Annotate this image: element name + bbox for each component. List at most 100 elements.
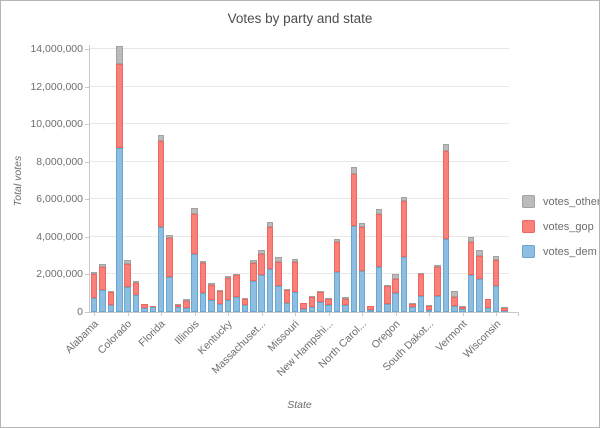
bar-segment-north-carolina-votes_other[interactable] [358,223,366,227]
bar-segment-idaho-votes_other[interactable] [183,299,190,301]
bar-kansas[interactable] [216,45,224,312]
bar-segment-nebraska-votes_other[interactable] [308,296,316,298]
bar-segment-minnesota-votes_gop[interactable] [275,261,282,287]
bar-maine[interactable] [241,45,249,312]
bar-segment-alabama-votes_dem[interactable] [90,298,98,312]
bar-segment-vermont-votes_other[interactable] [459,306,466,307]
bar-segment-kansas-votes_other[interactable] [216,289,224,292]
bar-iowa[interactable] [208,45,215,312]
bar-segment-new-hampshire-votes_gop[interactable] [325,298,332,306]
bar-segment-massachusetts-votes_gop[interactable] [258,254,265,275]
bar-georgia[interactable] [166,45,173,312]
bar-segment-louisiana-votes_dem[interactable] [233,297,240,312]
bar-segment-colorado-votes_dem[interactable] [124,286,131,312]
bar-segment-delaware-votes_gop[interactable] [141,304,148,308]
bar-segment-florida-votes_gop[interactable] [157,140,165,228]
bar-segment-georgia-votes_gop[interactable] [166,237,173,277]
bar-segment-utah-votes_gop[interactable] [451,296,458,307]
bar-segment-south-carolina-votes_dem[interactable] [417,295,425,312]
bar-south-dakota[interactable] [425,45,433,312]
bar-segment-iowa-votes_dem[interactable] [208,299,215,312]
bar-west-virginia[interactable] [484,45,492,312]
bar-colorado[interactable] [124,45,131,312]
bar-segment-arizona-votes_other[interactable] [99,263,106,267]
bar-segment-washington-votes_other[interactable] [476,249,483,257]
bar-segment-arkansas-votes_other[interactable] [107,290,115,293]
bar-segment-arizona-votes_gop[interactable] [99,266,106,291]
bar-segment-iowa-votes_gop[interactable] [208,284,215,300]
bar-new-hampshire[interactable] [325,45,332,312]
bar-segment-new-jersey-votes_gop[interactable] [333,241,341,272]
bar-segment-west-virginia-votes_gop[interactable] [484,299,492,309]
bar-new-mexico[interactable] [342,45,349,312]
bar-segment-indiana-votes_gop[interactable] [199,263,207,293]
bar-segment-minnesota-votes_dem[interactable] [275,286,282,312]
bar-segment-wisconsin-votes_dem[interactable] [492,286,500,312]
bar-segment-virginia-votes_dem[interactable] [467,274,475,312]
bar-segment-oregon-votes_dem[interactable] [392,293,399,312]
bar-montana[interactable] [300,45,307,312]
bar-segment-nevada-votes_dem[interactable] [317,301,324,312]
bar-arizona[interactable] [99,45,106,312]
bar-segment-north-carolina-votes_dem[interactable] [358,270,366,312]
bar-segment-massachusetts-votes_other[interactable] [258,249,265,255]
bar-segment-wyoming-votes_gop[interactable] [501,307,508,311]
bar-segment-pennsylvania-votes_gop[interactable] [400,201,408,258]
bar-segment-kentucky-votes_dem[interactable] [224,300,232,312]
bar-segment-south-carolina-votes_other[interactable] [417,272,425,275]
bar-segment-north-carolina-votes_gop[interactable] [358,226,366,271]
bar-segment-hawaii-votes_other[interactable] [174,303,182,305]
bar-segment-maryland-votes_other[interactable] [250,259,257,263]
bar-texas[interactable] [442,45,450,312]
bar-oklahoma[interactable] [384,45,391,312]
bar-segment-oklahoma-votes_gop[interactable] [384,286,391,305]
bar-segment-georgia-votes_other[interactable] [166,234,173,238]
bar-segment-rhode-island-votes_dem[interactable] [409,307,416,312]
bar-segment-massachusetts-votes_dem[interactable] [258,274,265,312]
bar-segment-montana-votes_other[interactable] [300,302,307,304]
bar-segment-maine-votes_dem[interactable] [241,305,249,312]
bar-segment-louisiana-votes_other[interactable] [233,273,240,276]
bar-missouri[interactable] [291,45,299,312]
bar-segment-illinois-votes_gop[interactable] [191,213,198,254]
bar-segment-maine-votes_other[interactable] [241,297,249,299]
bar-segment-pennsylvania-votes_dem[interactable] [400,257,408,312]
bar-minnesota[interactable] [275,45,282,312]
bar-kentucky[interactable] [224,45,232,312]
bar-new-jersey[interactable] [333,45,341,312]
bar-nevada[interactable] [317,45,324,312]
bar-delaware[interactable] [141,45,148,312]
bar-alabama[interactable] [90,45,98,312]
bar-connecticut[interactable] [132,45,140,312]
bar-segment-iowa-votes_other[interactable] [208,282,215,285]
bar-segment-louisiana-votes_gop[interactable] [233,275,240,298]
bar-segment-washington-votes_gop[interactable] [476,256,483,280]
bar-segment-connecticut-votes_dem[interactable] [132,295,140,312]
bar-washington[interactable] [476,45,483,312]
bar-segment-mississippi-votes_gop[interactable] [283,289,291,303]
bar-segment-maine-votes_gop[interactable] [241,299,249,306]
bar-segment-michigan-votes_other[interactable] [266,221,274,227]
bar-illinois[interactable] [191,45,198,312]
bar-segment-tennessee-votes_other[interactable] [434,264,441,268]
bar-tennessee[interactable] [434,45,441,312]
bar-segment-florida-votes_other[interactable] [157,135,165,141]
bar-segment-colorado-votes_gop[interactable] [124,264,131,287]
bar-segment-montana-votes_dem[interactable] [300,308,307,312]
bar-segment-pennsylvania-votes_other[interactable] [400,197,408,202]
bar-segment-new-mexico-votes_dem[interactable] [342,304,349,312]
bar-segment-new-mexico-votes_gop[interactable] [342,298,349,305]
bar-segment-missouri-votes_gop[interactable] [291,261,299,292]
bar-segment-tennessee-votes_dem[interactable] [434,295,441,312]
bar-segment-kansas-votes_dem[interactable] [216,304,224,312]
bar-segment-new-york-votes_gop[interactable] [350,173,358,227]
bar-louisiana[interactable] [233,45,240,312]
bar-north-carolina[interactable] [358,45,366,312]
legend-item-votes-dem[interactable]: votes_dem [522,245,599,258]
bar-segment-nevada-votes_other[interactable] [317,290,324,293]
bar-arkansas[interactable] [107,45,115,312]
bar-segment-new-jersey-votes_dem[interactable] [333,271,341,312]
bar-segment-oregon-votes_other[interactable] [392,274,399,279]
bar-nebraska[interactable] [308,45,316,312]
bar-segment-idaho-votes_dem[interactable] [183,308,190,312]
